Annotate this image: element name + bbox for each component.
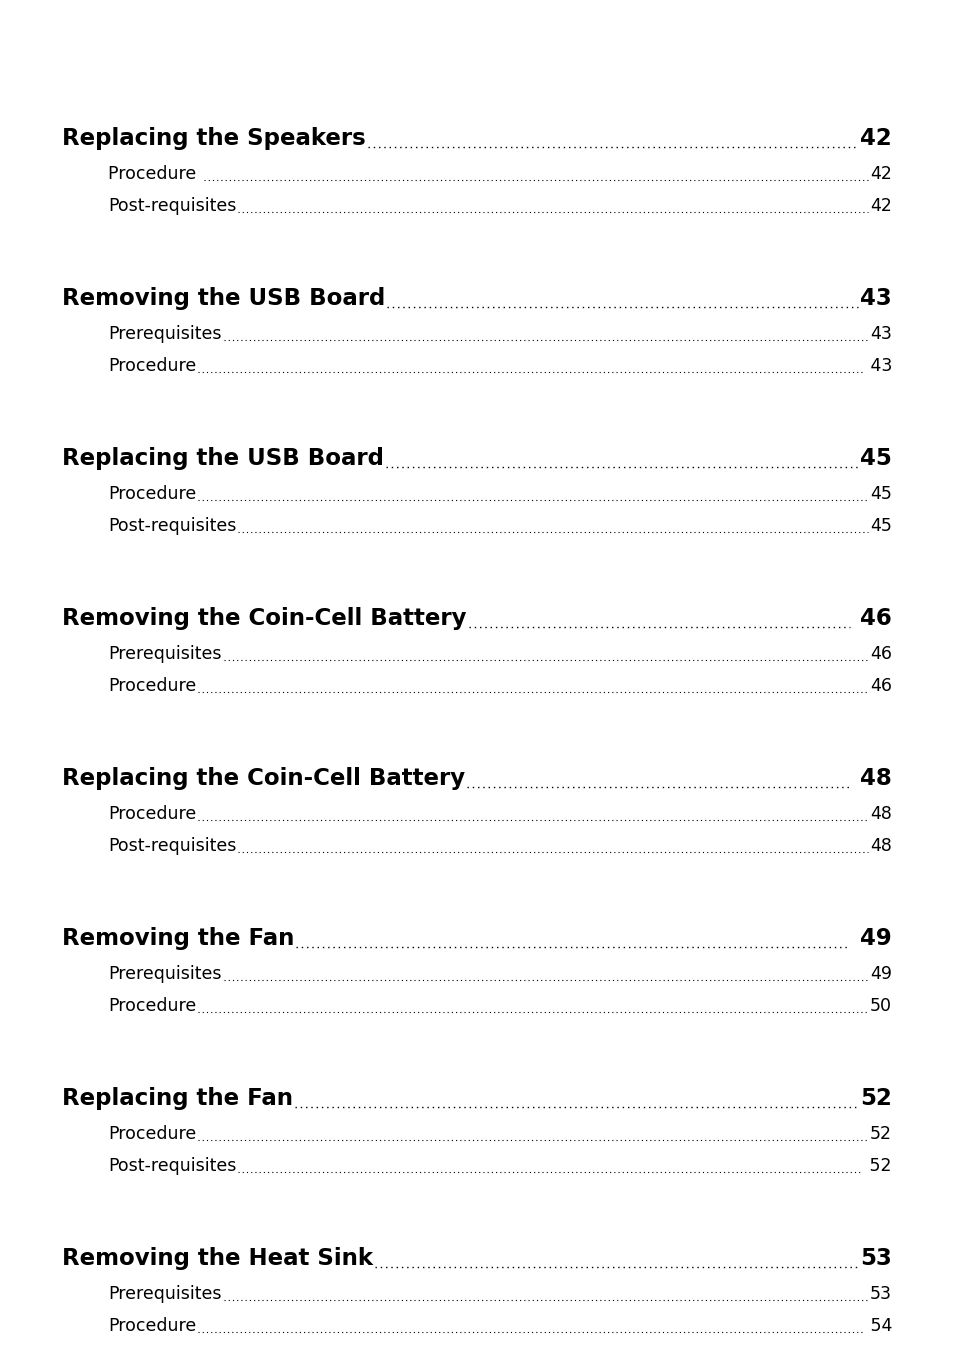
Text: 45: 45 (869, 485, 891, 503)
Text: Prerequisites: Prerequisites (108, 964, 221, 984)
Text: 42: 42 (860, 127, 891, 150)
Text: 52: 52 (863, 1157, 891, 1175)
Text: Removing the Fan: Removing the Fan (62, 928, 294, 949)
Text: Prerequisites: Prerequisites (108, 325, 221, 343)
Text: Procedure: Procedure (108, 1317, 196, 1335)
Text: Post-requisites: Post-requisites (108, 837, 236, 855)
Text: 48: 48 (851, 766, 891, 790)
Text: Procedure: Procedure (108, 997, 196, 1015)
Text: 42: 42 (869, 197, 891, 214)
Text: 45: 45 (860, 447, 891, 470)
Text: Procedure: Procedure (108, 165, 201, 183)
Text: 46: 46 (869, 678, 891, 695)
Text: Replacing the USB Board: Replacing the USB Board (62, 447, 383, 470)
Text: 43: 43 (869, 325, 891, 343)
Text: Procedure: Procedure (108, 357, 196, 376)
Text: 46: 46 (851, 607, 891, 630)
Text: Prerequisites: Prerequisites (108, 1285, 221, 1303)
Text: 48: 48 (869, 805, 891, 822)
Text: 52: 52 (869, 1126, 891, 1143)
Text: 42: 42 (869, 165, 891, 183)
Text: Replacing the Speakers: Replacing the Speakers (62, 127, 365, 150)
Text: 49: 49 (851, 928, 891, 949)
Text: Post-requisites: Post-requisites (108, 197, 236, 214)
Text: Procedure: Procedure (108, 1126, 196, 1143)
Text: 49: 49 (869, 964, 891, 984)
Text: 50: 50 (869, 997, 891, 1015)
Text: Post-requisites: Post-requisites (108, 1157, 236, 1175)
Text: Procedure: Procedure (108, 678, 196, 695)
Text: Removing the USB Board: Removing the USB Board (62, 287, 385, 310)
Text: 46: 46 (869, 645, 891, 663)
Text: Post-requisites: Post-requisites (108, 516, 236, 535)
Text: Replacing the Fan: Replacing the Fan (62, 1087, 293, 1111)
Text: 53: 53 (860, 1247, 891, 1270)
Text: 53: 53 (869, 1285, 891, 1303)
Text: Removing the Heat Sink: Removing the Heat Sink (62, 1247, 373, 1270)
Text: 43: 43 (860, 287, 891, 310)
Text: Procedure: Procedure (108, 805, 196, 822)
Text: 45: 45 (869, 516, 891, 535)
Text: 48: 48 (869, 837, 891, 855)
Text: 54: 54 (863, 1317, 891, 1335)
Text: Removing the Coin-Cell Battery: Removing the Coin-Cell Battery (62, 607, 466, 630)
Text: Replacing the Coin-Cell Battery: Replacing the Coin-Cell Battery (62, 766, 465, 790)
Text: Prerequisites: Prerequisites (108, 645, 221, 663)
Text: 43: 43 (863, 357, 891, 376)
Text: 52: 52 (860, 1087, 891, 1111)
Text: Procedure: Procedure (108, 485, 196, 503)
